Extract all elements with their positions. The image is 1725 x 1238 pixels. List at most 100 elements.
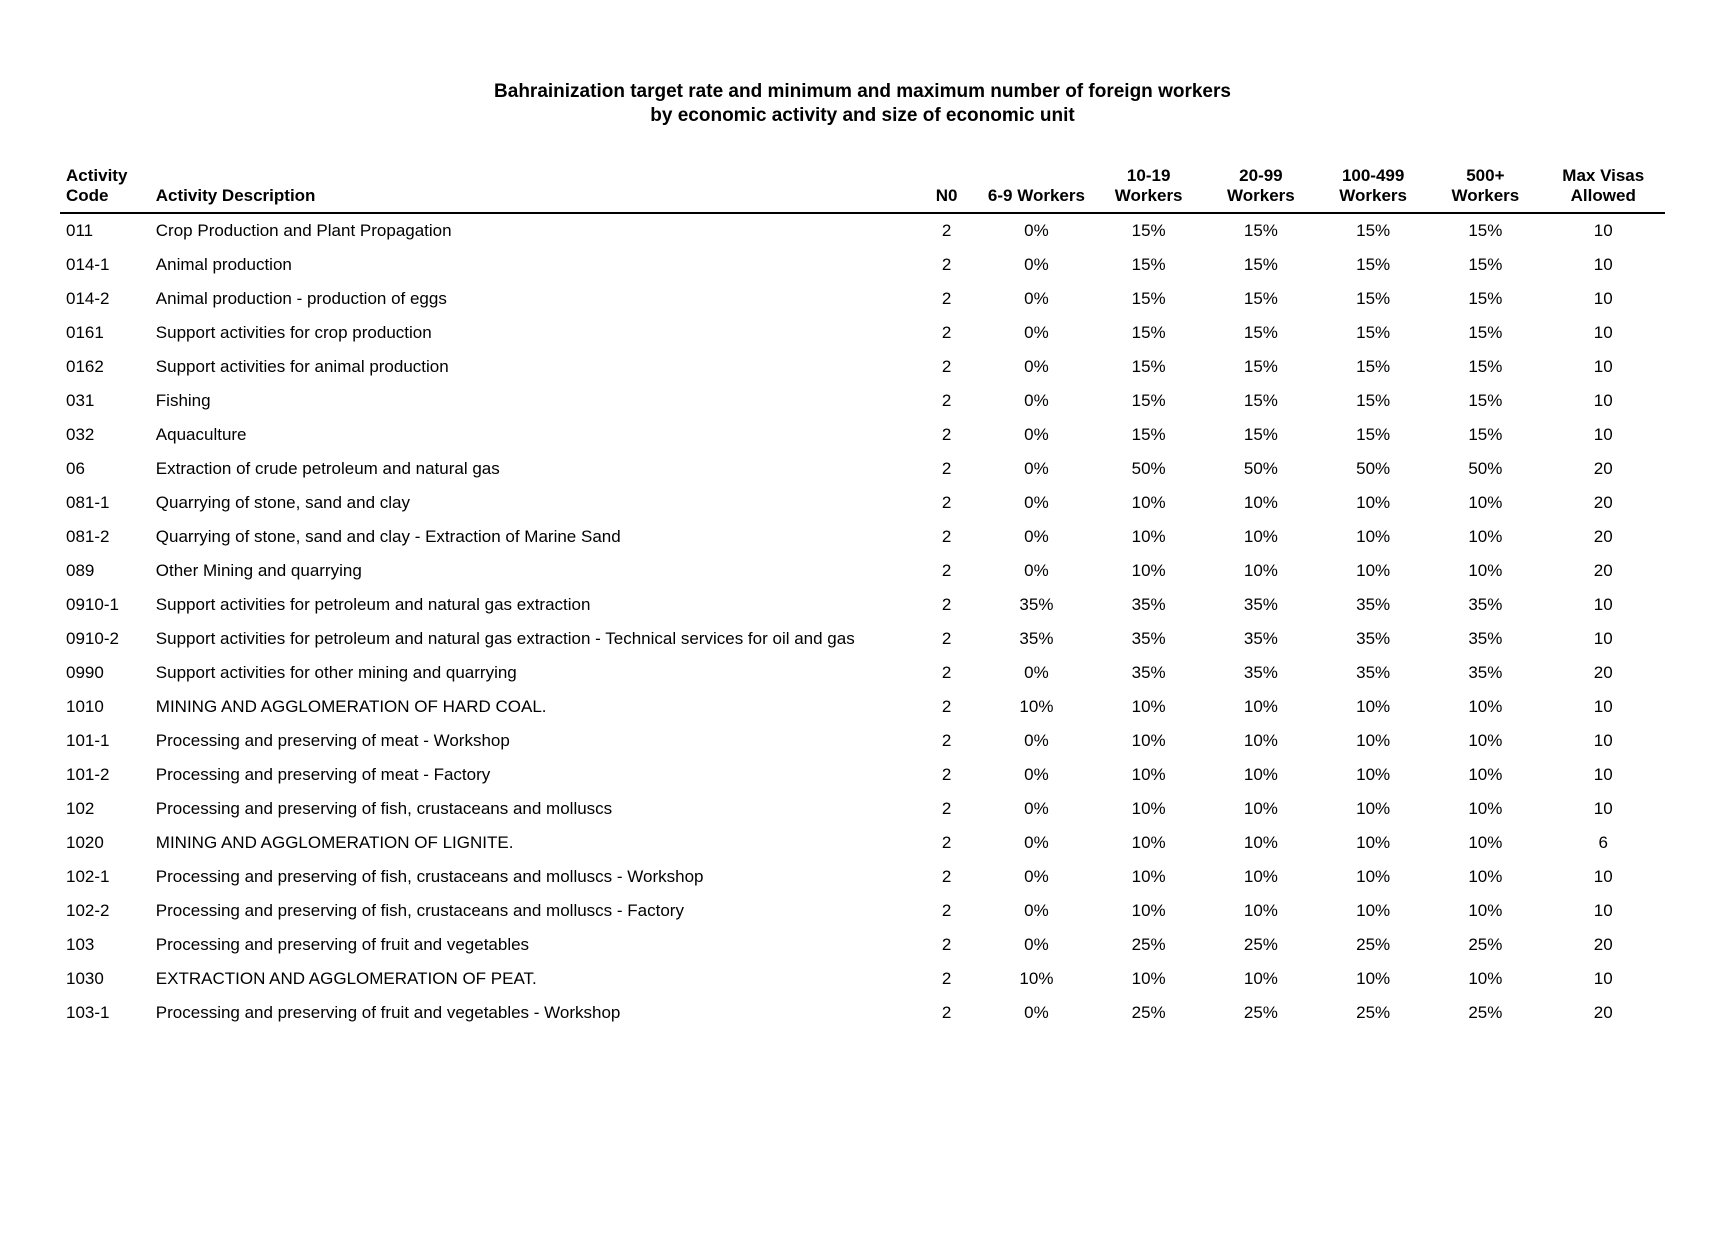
cell-6-9: 0% [980, 384, 1092, 418]
cell-max-visas: 20 [1541, 554, 1665, 588]
cell-activity-desc: Extraction of crude petroleum and natura… [150, 452, 913, 486]
cell-500: 10% [1429, 520, 1541, 554]
cell-20-99: 10% [1205, 962, 1317, 996]
cell-activity-desc: Processing and preserving of fruit and v… [150, 996, 913, 1030]
cell-max-visas: 10 [1541, 690, 1665, 724]
cell-n0: 2 [913, 622, 980, 656]
cell-500: 10% [1429, 826, 1541, 860]
cell-n0: 2 [913, 996, 980, 1030]
cell-max-visas: 10 [1541, 622, 1665, 656]
table-row: 014-2Animal production - production of e… [60, 282, 1665, 316]
cell-n0: 2 [913, 554, 980, 588]
table-row: 1030EXTRACTION AND AGGLOMERATION OF PEAT… [60, 962, 1665, 996]
cell-activity-desc: Processing and preserving of fish, crust… [150, 792, 913, 826]
cell-6-9: 0% [980, 282, 1092, 316]
cell-20-99: 25% [1205, 996, 1317, 1030]
cell-n0: 2 [913, 758, 980, 792]
cell-activity-code: 102-2 [60, 894, 150, 928]
cell-100-499: 15% [1317, 248, 1429, 282]
cell-100-499: 35% [1317, 622, 1429, 656]
cell-100-499: 10% [1317, 554, 1429, 588]
cell-100-499: 35% [1317, 588, 1429, 622]
cell-500: 25% [1429, 996, 1541, 1030]
cell-500: 50% [1429, 452, 1541, 486]
cell-activity-code: 081-2 [60, 520, 150, 554]
cell-500: 15% [1429, 282, 1541, 316]
title-line-1: Bahrainization target rate and minimum a… [60, 80, 1665, 104]
cell-n0: 2 [913, 350, 980, 384]
cell-100-499: 10% [1317, 826, 1429, 860]
cell-10-19: 10% [1093, 860, 1205, 894]
cell-activity-code: 102-1 [60, 860, 150, 894]
col-100-499-workers: 100-499 Workers [1317, 162, 1429, 213]
cell-10-19: 15% [1093, 248, 1205, 282]
cell-20-99: 35% [1205, 656, 1317, 690]
cell-6-9: 0% [980, 418, 1092, 452]
cell-activity-code: 102 [60, 792, 150, 826]
cell-activity-code: 0910-1 [60, 588, 150, 622]
cell-n0: 2 [913, 928, 980, 962]
cell-6-9: 35% [980, 588, 1092, 622]
cell-100-499: 15% [1317, 418, 1429, 452]
cell-6-9: 0% [980, 860, 1092, 894]
cell-100-499: 10% [1317, 486, 1429, 520]
cell-10-19: 15% [1093, 350, 1205, 384]
table-row: 014-1Animal production20%15%15%15%15%10 [60, 248, 1665, 282]
cell-max-visas: 10 [1541, 588, 1665, 622]
cell-10-19: 10% [1093, 962, 1205, 996]
cell-6-9: 0% [980, 248, 1092, 282]
document-title: Bahrainization target rate and minimum a… [60, 80, 1665, 128]
cell-6-9: 0% [980, 350, 1092, 384]
cell-500: 10% [1429, 894, 1541, 928]
cell-activity-code: 0910-2 [60, 622, 150, 656]
cell-100-499: 15% [1317, 316, 1429, 350]
cell-20-99: 15% [1205, 384, 1317, 418]
cell-500: 10% [1429, 860, 1541, 894]
cell-20-99: 50% [1205, 452, 1317, 486]
table-row: 1020MINING AND AGGLOMERATION OF LIGNITE.… [60, 826, 1665, 860]
cell-10-19: 15% [1093, 384, 1205, 418]
cell-activity-desc: Crop Production and Plant Propagation [150, 213, 913, 248]
cell-6-9: 0% [980, 758, 1092, 792]
table-row: 1010MINING AND AGGLOMERATION OF HARD COA… [60, 690, 1665, 724]
table-row: 101-1Processing and preserving of meat -… [60, 724, 1665, 758]
cell-500: 10% [1429, 690, 1541, 724]
cell-max-visas: 20 [1541, 520, 1665, 554]
cell-activity-desc: Processing and preserving of meat - Work… [150, 724, 913, 758]
cell-max-visas: 20 [1541, 656, 1665, 690]
cell-6-9: 0% [980, 996, 1092, 1030]
cell-20-99: 35% [1205, 622, 1317, 656]
cell-activity-code: 103-1 [60, 996, 150, 1030]
cell-10-19: 10% [1093, 758, 1205, 792]
cell-activity-desc: Support activities for petroleum and nat… [150, 588, 913, 622]
cell-activity-desc: Processing and preserving of meat - Fact… [150, 758, 913, 792]
cell-20-99: 10% [1205, 792, 1317, 826]
cell-activity-code: 101-1 [60, 724, 150, 758]
cell-activity-code: 06 [60, 452, 150, 486]
cell-activity-code: 101-2 [60, 758, 150, 792]
cell-n0: 2 [913, 894, 980, 928]
cell-100-499: 10% [1317, 690, 1429, 724]
cell-500: 35% [1429, 622, 1541, 656]
cell-activity-code: 081-1 [60, 486, 150, 520]
cell-activity-desc: Processing and preserving of fish, crust… [150, 860, 913, 894]
cell-n0: 2 [913, 724, 980, 758]
cell-activity-code: 0161 [60, 316, 150, 350]
cell-max-visas: 20 [1541, 996, 1665, 1030]
cell-n0: 2 [913, 792, 980, 826]
table-row: 011Crop Production and Plant Propagation… [60, 213, 1665, 248]
cell-activity-desc: Support activities for other mining and … [150, 656, 913, 690]
table-header: Activity Code Activity Description N0 6-… [60, 162, 1665, 213]
cell-100-499: 10% [1317, 860, 1429, 894]
cell-max-visas: 10 [1541, 350, 1665, 384]
cell-max-visas: 10 [1541, 282, 1665, 316]
cell-n0: 2 [913, 452, 980, 486]
cell-100-499: 15% [1317, 282, 1429, 316]
cell-500: 15% [1429, 248, 1541, 282]
cell-10-19: 10% [1093, 690, 1205, 724]
cell-activity-desc: MINING AND AGGLOMERATION OF HARD COAL. [150, 690, 913, 724]
cell-20-99: 10% [1205, 554, 1317, 588]
cell-6-9: 10% [980, 962, 1092, 996]
cell-10-19: 10% [1093, 554, 1205, 588]
cell-500: 10% [1429, 486, 1541, 520]
